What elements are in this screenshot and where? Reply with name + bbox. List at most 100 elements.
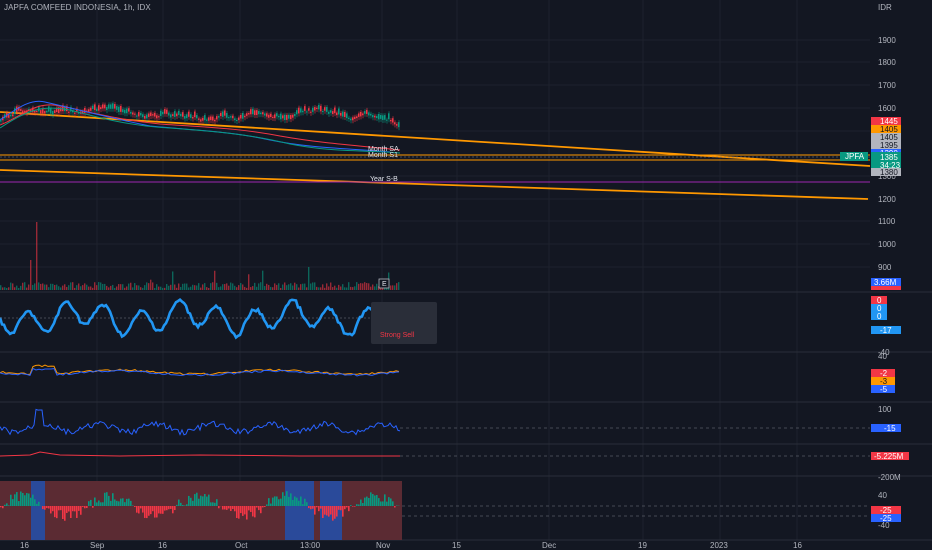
- candle-body: [180, 113, 182, 117]
- volume-bar: [264, 286, 266, 290]
- candle-body: [232, 115, 234, 119]
- candle-body: [14, 108, 16, 115]
- candle-body: [140, 112, 142, 116]
- volume-bar: [60, 287, 62, 290]
- candle-body: [380, 114, 382, 119]
- momentum-bar: [78, 506, 80, 511]
- momentum-bar: [56, 506, 58, 519]
- osc1-tag: 0: [877, 296, 882, 305]
- momentum-bar: [98, 500, 100, 506]
- momentum-bar: [224, 506, 226, 510]
- time-tick: 16: [793, 541, 802, 550]
- candle-body: [90, 107, 92, 111]
- volume-bar: [340, 286, 342, 290]
- candle-body: [358, 113, 360, 117]
- candle-body: [142, 114, 144, 118]
- momentum-bar: [116, 500, 118, 506]
- momentum-bar: [110, 500, 112, 506]
- volume-bar: [326, 283, 328, 290]
- volume-bar: [56, 284, 58, 290]
- candle-body: [252, 108, 254, 115]
- momentum-bar: [168, 506, 170, 510]
- volume-bar: [204, 283, 206, 290]
- volume-bar: [190, 286, 192, 290]
- trendlines[interactable]: [0, 111, 871, 200]
- momentum-bar: [114, 499, 116, 506]
- candle-body: [10, 114, 12, 117]
- volume-bar: [150, 279, 152, 290]
- candle-body: [228, 117, 230, 119]
- candle-body: [350, 118, 352, 121]
- candle-body: [262, 112, 264, 115]
- candle-body: [60, 107, 62, 112]
- candle-body: [248, 112, 250, 115]
- candle-body: [54, 110, 56, 114]
- volume-bar: [236, 287, 238, 290]
- osc1-axis-label: -40: [878, 348, 890, 357]
- osc2-tag-bg: [871, 377, 895, 385]
- volume-bar: [200, 287, 202, 290]
- volume-bar: [188, 287, 190, 290]
- momentum-bar: [180, 502, 182, 506]
- chart-title[interactable]: JAPFA COMFEED INDONESIA, 1h, IDX: [4, 3, 151, 12]
- momentum-bar: [136, 506, 138, 513]
- candle-body: [314, 107, 316, 111]
- earnings-marker[interactable]: [378, 278, 390, 289]
- momentum-bar: [196, 492, 198, 506]
- momentum-bar: [154, 506, 156, 518]
- volume-bar: [158, 286, 160, 290]
- volume-bar: [70, 282, 72, 290]
- candle-body: [120, 105, 122, 112]
- momentum-bar: [328, 506, 330, 517]
- momentum-bar: [352, 506, 354, 507]
- candle-body: [398, 122, 400, 128]
- candle-body: [256, 110, 258, 116]
- volume-bar: [294, 282, 296, 290]
- volume-bar: [396, 283, 398, 290]
- momentum-bar: [108, 495, 110, 506]
- momentum-bar: [272, 497, 274, 506]
- candle-body: [266, 113, 268, 117]
- volume-bar: [134, 283, 136, 290]
- volume-bar: [16, 285, 18, 290]
- candle-body: [154, 112, 156, 117]
- candle-body: [196, 115, 198, 119]
- momentum-bar: [48, 506, 50, 509]
- volume-bar: [218, 287, 220, 290]
- time-tick: 16: [158, 541, 167, 550]
- candle-body: [186, 114, 188, 119]
- price-candles: [0, 101, 400, 131]
- candle-body: [316, 107, 318, 109]
- volume-bar: [76, 285, 78, 290]
- volume-bar: [366, 282, 368, 290]
- momentum-bar: [286, 491, 288, 506]
- candle-body: [332, 111, 334, 115]
- candle-body: [160, 110, 162, 116]
- cci-line: [0, 408, 401, 436]
- candle-body: [208, 117, 210, 121]
- momentum-bar: [236, 506, 238, 519]
- candle-body: [146, 114, 148, 119]
- volume-bar: [234, 285, 236, 290]
- momentum-bar: [270, 503, 272, 506]
- candle-body: [290, 115, 292, 120]
- volume-bar: [304, 283, 306, 290]
- candle-body: [82, 111, 84, 114]
- volume-bar: [104, 283, 106, 290]
- volume-bar: [80, 286, 82, 290]
- momentum-bar: [258, 506, 260, 511]
- momentum-bar: [134, 506, 136, 507]
- candle-body: [178, 110, 180, 115]
- time-axis[interactable]: 16 Sep 16 Oct 13:00 Nov 15 Dec 19 2023 1…: [20, 541, 802, 550]
- osc2-axis-label: 40: [878, 352, 887, 361]
- volume-bar: [30, 260, 32, 290]
- volume-bar: [186, 283, 188, 290]
- candle-body: [218, 116, 220, 118]
- candle-body: [334, 107, 336, 114]
- volume-bar: [242, 284, 244, 290]
- volume-bar: [368, 283, 370, 290]
- candle-body: [110, 104, 112, 109]
- candle-body: [144, 115, 146, 119]
- candle-body: [58, 107, 60, 114]
